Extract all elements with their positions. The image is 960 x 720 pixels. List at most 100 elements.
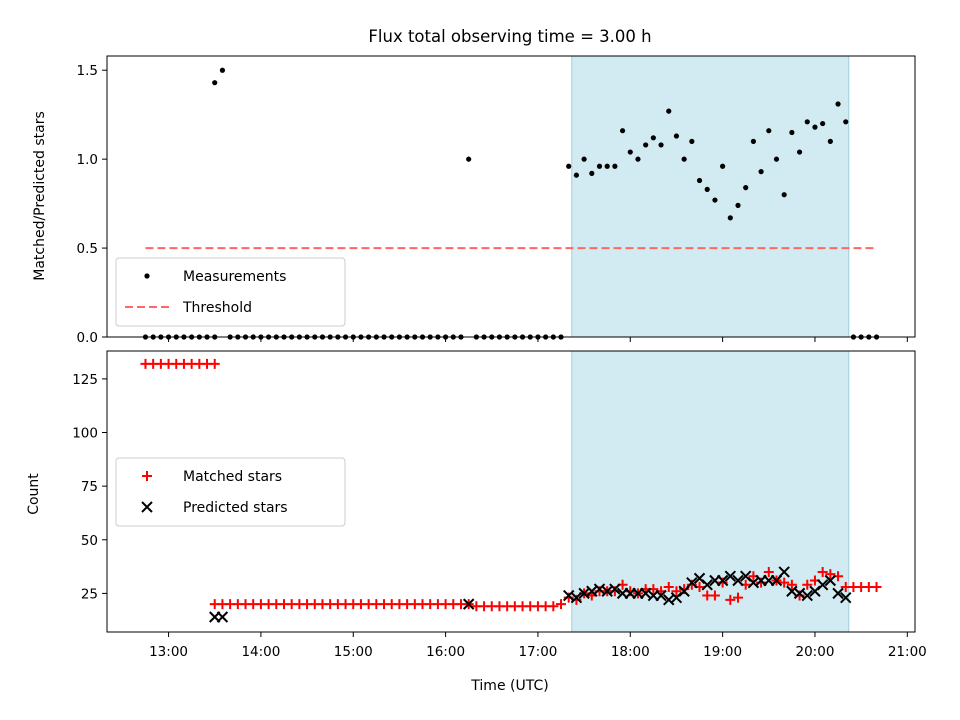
chart-title: Flux total observing time = 3.00 h (368, 27, 651, 46)
matched-star-point (733, 592, 744, 603)
x-axis-label: Time (UTC) (470, 678, 548, 694)
matched-star-point (817, 566, 828, 577)
predicted-star-point (724, 570, 737, 582)
measurement-point (758, 169, 764, 175)
measurement-point (735, 202, 741, 208)
measurement-point (666, 108, 672, 114)
predicted-star-point (701, 579, 713, 591)
predicted-star-point (801, 589, 813, 602)
measurement-point (673, 133, 680, 139)
measurement-point (219, 67, 226, 73)
top-y-tick-label: 0.0 (77, 330, 98, 346)
measurement-point (627, 149, 633, 155)
legend-marker (141, 501, 153, 513)
predicted-star-point (609, 583, 621, 595)
x-tick-label: 17:00 (518, 644, 557, 660)
measurement-point (773, 156, 780, 162)
bottom-y-tick-label: 50 (81, 533, 98, 549)
predicted-star-point (655, 589, 667, 602)
measurement-point (619, 128, 626, 134)
measurement-point (589, 170, 595, 176)
top-y-tick-label: 1.5 (77, 63, 98, 79)
x-tick-label: 16:00 (426, 644, 465, 660)
x-tick-label: 19:00 (703, 644, 742, 660)
bottom-y-tick-label: 100 (72, 426, 98, 442)
top-axes-frame (106, 55, 916, 338)
top-y-tick-label: 1.0 (77, 152, 98, 168)
measurement-point (635, 156, 641, 162)
matched-star-point (871, 581, 882, 592)
measurement-point (812, 124, 818, 130)
x-tick-label: 20:00 (796, 644, 835, 660)
bottom-y-axis-label: Count (26, 473, 42, 515)
predicted-star-point (716, 574, 729, 587)
measurement-point (650, 135, 656, 141)
legend-label: Measurements (183, 269, 286, 285)
measurement-point (804, 119, 810, 125)
top-legend-box (115, 257, 346, 327)
matched-star-point (825, 569, 836, 580)
legend-label: Matched stars (183, 469, 282, 485)
bottom-axes-frame (106, 350, 916, 633)
measurement-point (573, 172, 580, 178)
measurement-point (696, 177, 703, 184)
measurement-point (581, 156, 587, 162)
predicted-star-point (216, 611, 229, 623)
predicted-star-point (462, 598, 475, 610)
matched-star-point (663, 581, 674, 592)
matched-star-point (556, 599, 567, 610)
measurement-point (835, 101, 841, 107)
top-panel: 0.0 0.5 1.0 1.5 Measurements Threshold (77, 55, 916, 346)
measurement-point (566, 163, 572, 169)
bottom-y-tick-label: 75 (81, 479, 98, 495)
measurement-point (796, 149, 803, 155)
top-y-axis-label: Matched/Predicted stars (32, 111, 48, 281)
measurement-point (827, 138, 833, 144)
matched-star-point (763, 566, 774, 577)
matched-star-point (802, 579, 813, 590)
measurement-point (643, 142, 649, 148)
legend-marker (144, 273, 150, 279)
top-y-tick-label: 0.5 (77, 241, 98, 257)
legend-label: Threshold (182, 300, 252, 316)
legend-marker (142, 471, 152, 481)
predicted-star-point (570, 591, 583, 604)
top-legend: Measurements Threshold (115, 257, 346, 327)
measurement-point (596, 163, 603, 169)
matched-star-point (779, 577, 790, 588)
x-tick-label: 13:00 (149, 644, 188, 660)
measurement-point (712, 197, 718, 203)
measurement-point (820, 120, 826, 127)
measurement-point (681, 156, 687, 162)
measurement-point (750, 138, 757, 144)
matched-star-point (209, 358, 220, 369)
measurement-point (689, 138, 695, 144)
matched-star-point (671, 586, 682, 597)
bottom-legend-box (115, 457, 346, 527)
bottom-panel: 25 50 75 100 125 13:00 14:00 15:00 16:00 17:00 18:… (72, 350, 927, 660)
matched-star-point (709, 590, 720, 601)
predicted-star-point (686, 576, 698, 589)
matched-star-point (786, 579, 797, 590)
matched-star-point (725, 594, 736, 605)
measurement-point (766, 128, 772, 134)
measurement-point (704, 186, 710, 192)
measurement-point (466, 156, 472, 162)
measurement-point (743, 185, 749, 191)
matched-star-point (548, 601, 559, 612)
predicted-star-point (840, 591, 852, 604)
legend-label: Predicted stars (183, 500, 288, 516)
predicted-star-point (832, 587, 844, 600)
measurement-point (658, 142, 664, 148)
bottom-legend: Matched stars Predicted stars (115, 457, 346, 527)
top-shaded-span (571, 55, 850, 338)
measurement-point (612, 163, 618, 169)
measurement-point (789, 129, 795, 136)
x-tick-label: 15:00 (334, 644, 373, 660)
predicted-star-point (732, 574, 744, 587)
x-tick-label: 14:00 (241, 644, 280, 660)
measurement-point (720, 163, 726, 169)
measurement-point (781, 192, 787, 198)
measurement-point (212, 80, 218, 86)
